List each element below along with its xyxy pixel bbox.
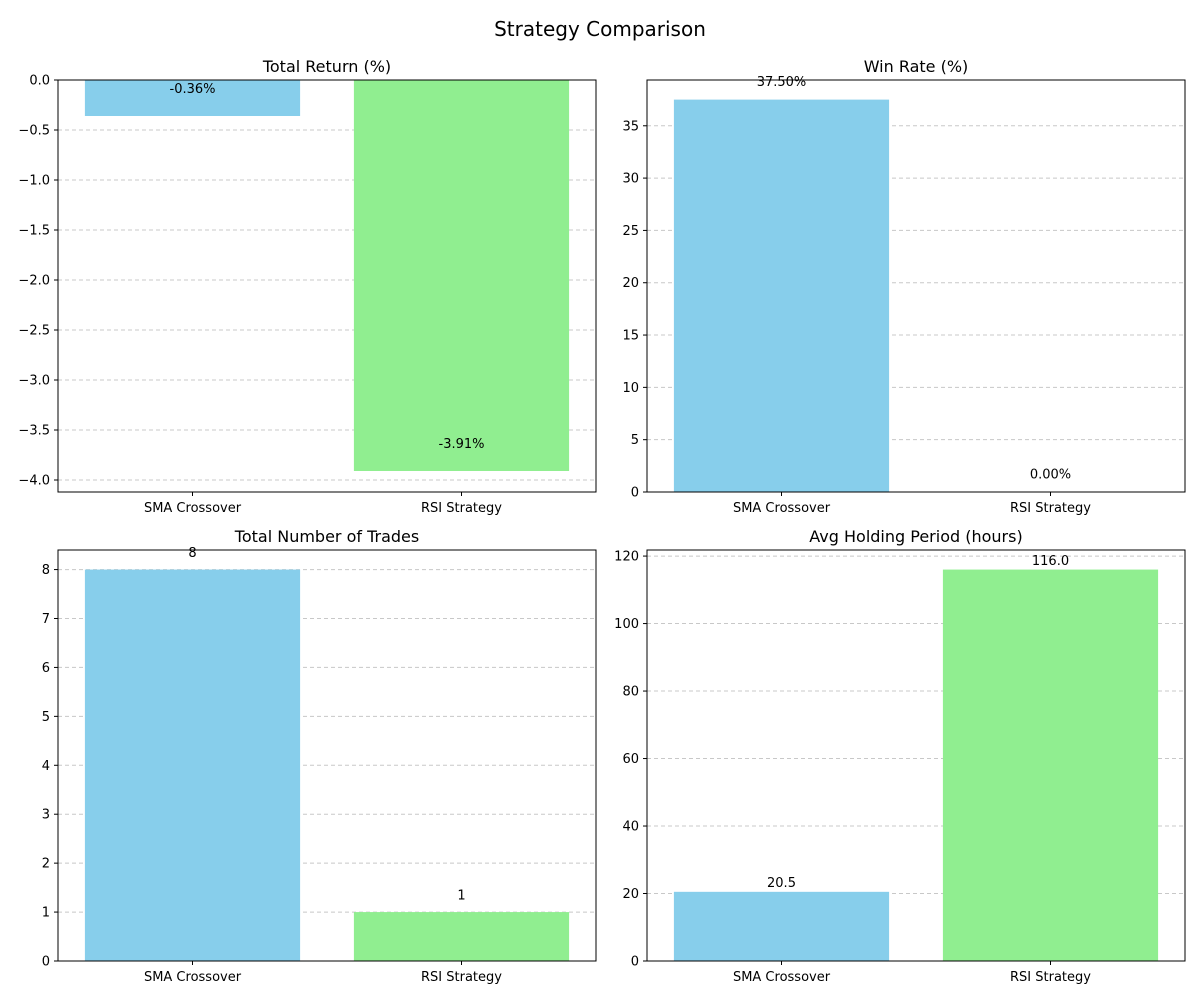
x-tick-label: SMA Crossover — [733, 970, 831, 985]
bar-sma-crossover — [84, 80, 301, 116]
y-tick-label: 8 — [42, 563, 50, 578]
data-label-sma-crossover: -0.36% — [170, 82, 216, 97]
bar-rsi-strategy — [942, 569, 1159, 961]
data-label-rsi-strategy: 1 — [457, 888, 465, 903]
y-tick-label: 20 — [622, 887, 639, 902]
y-tick-label: 30 — [622, 172, 639, 187]
data-label-rsi-strategy: 116.0 — [1032, 554, 1069, 569]
y-tick-label: 20 — [622, 276, 639, 291]
chart-title: Win Rate (%) — [864, 57, 969, 76]
y-tick-label: −1.5 — [18, 224, 50, 239]
y-tick-label: 5 — [42, 710, 50, 725]
y-tick-label: −4.0 — [18, 474, 50, 489]
axes-frame — [57, 549, 597, 962]
y-tick-label: −2.0 — [18, 274, 50, 289]
x-tick-label: RSI Strategy — [421, 970, 502, 985]
y-tick-label: 3 — [42, 808, 50, 823]
figure-title: Strategy Comparison — [494, 17, 706, 41]
chart-title: Total Number of Trades — [234, 527, 419, 546]
chart-total-trades: 0 1 2 3 4 5 6 7 8 8 SMA Crossover 1 RSI Strategy Tota… — [42, 527, 597, 985]
y-tick-label: −2.5 — [18, 324, 50, 339]
data-label-sma-crossover: 20.5 — [767, 876, 796, 891]
y-tick-label: 40 — [622, 820, 639, 835]
x-tick-label: RSI Strategy — [421, 501, 502, 516]
y-tick-label: 5 — [631, 433, 639, 448]
bar-sma-crossover — [673, 99, 890, 492]
x-tick-label: SMA Crossover — [144, 970, 242, 985]
y-tick-label: 0 — [42, 955, 50, 970]
y-tick-label: 4 — [42, 759, 50, 774]
y-tick-label: 100 — [614, 617, 639, 632]
data-label-sma-crossover: 37.50% — [757, 75, 807, 90]
y-tick-label: 0 — [631, 955, 639, 970]
y-tick-label: −3.0 — [18, 374, 50, 389]
y-tick-label: 25 — [622, 224, 639, 239]
chart-win-rate: 0 5 10 15 20 25 30 35 37.50% SMA Crossover 0.00% RS… — [622, 57, 1186, 516]
x-tick-label: SMA Crossover — [733, 501, 831, 516]
y-tick-label: 60 — [622, 752, 639, 767]
y-tick-label: −0.5 — [18, 124, 50, 139]
y-tick-label: −3.5 — [18, 424, 50, 439]
y-tick-label: 0.0 — [29, 74, 50, 89]
y-tick-label: 15 — [622, 329, 639, 344]
y-tick-label: 10 — [622, 381, 639, 396]
axes-frame — [646, 79, 1186, 493]
x-tick-label: RSI Strategy — [1010, 970, 1091, 985]
y-tick-label: 1 — [42, 906, 50, 921]
chart-avg-holding-period: 0 20 40 60 80 100 120 20.5 SMA Crossover 116.0 RSI… — [614, 527, 1186, 985]
data-label-rsi-strategy: -3.91% — [439, 437, 485, 452]
bar-rsi-strategy — [353, 912, 570, 961]
bar-rsi-strategy — [353, 80, 570, 471]
chart-title: Avg Holding Period (hours) — [809, 527, 1022, 546]
bar-sma-crossover — [673, 891, 890, 961]
y-tick-label: 120 — [614, 550, 639, 565]
x-tick-label: RSI Strategy — [1010, 501, 1091, 516]
y-tick-label: 2 — [42, 857, 50, 872]
y-tick-label: 0 — [631, 486, 639, 501]
chart-total-return: 0.0 −0.5 −1.0 −1.5 −2.0 −2.5 −3.0 −3.5 −4.0 -0.36… — [18, 57, 597, 516]
data-label-rsi-strategy: 0.00% — [1030, 468, 1071, 483]
y-tick-label: −1.0 — [18, 174, 50, 189]
axes-frame — [57, 79, 597, 493]
chart-title: Total Return (%) — [262, 57, 391, 76]
y-tick-label: 6 — [42, 661, 50, 676]
data-label-sma-crossover: 8 — [188, 546, 196, 561]
y-tick-label: 80 — [622, 685, 639, 700]
x-tick-label: SMA Crossover — [144, 501, 242, 516]
axes-frame — [646, 549, 1186, 962]
y-tick-label: 7 — [42, 612, 50, 627]
y-tick-label: 35 — [622, 119, 639, 134]
bar-sma-crossover — [84, 569, 301, 961]
